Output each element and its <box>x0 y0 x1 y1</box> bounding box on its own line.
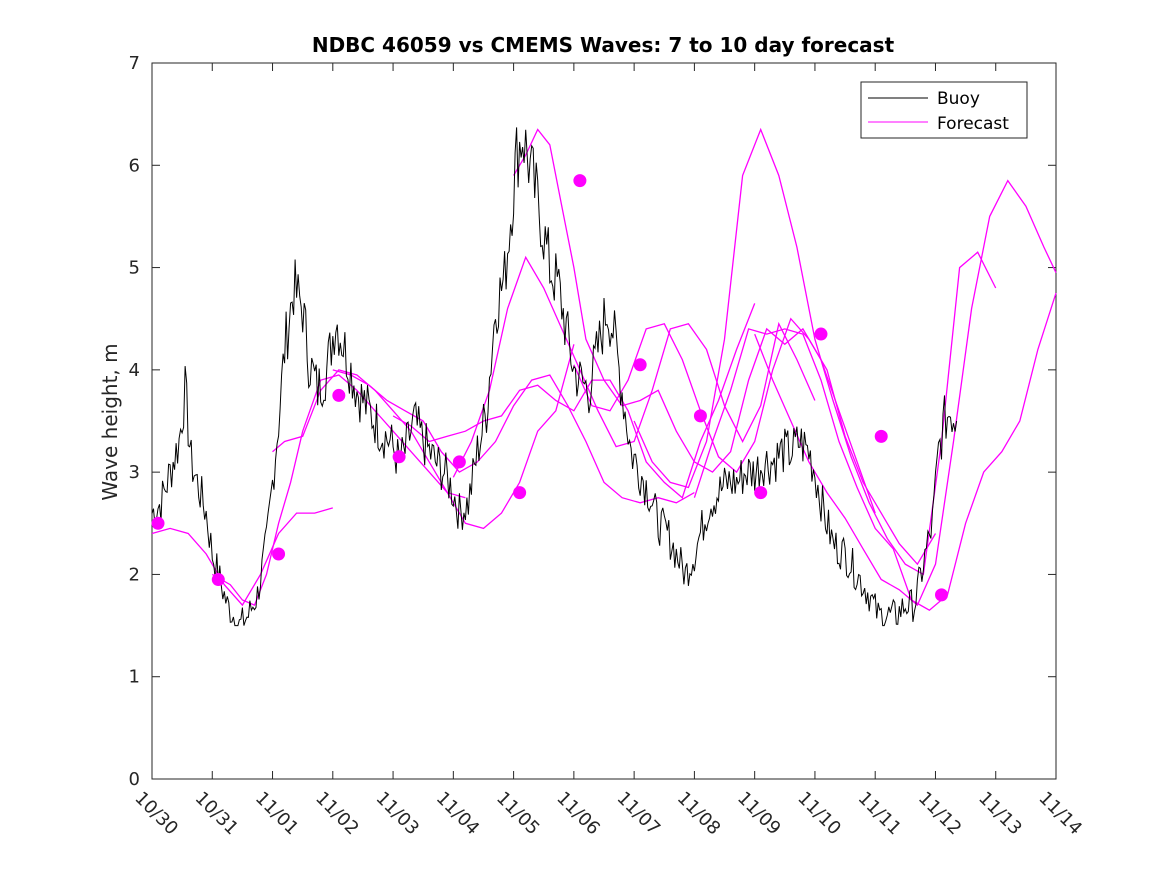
forecast-marker-10 <box>754 486 768 500</box>
forecast-marker-5 <box>452 455 466 469</box>
buoy-line <box>151 127 958 627</box>
y-tick-label: 1 <box>129 667 140 688</box>
forecast-line-9 <box>693 292 1057 611</box>
forecast-marker-8 <box>633 358 647 372</box>
forecast-marker-13 <box>934 588 948 602</box>
x-tick-label: 11/14 <box>1034 788 1086 840</box>
y-tick-label: 4 <box>129 360 140 381</box>
x-tick-label: 11/12 <box>914 788 966 840</box>
y-tick-label: 5 <box>129 258 140 279</box>
x-tick-label: 11/01 <box>251 788 303 840</box>
x-tick-label: 11/03 <box>372 788 424 840</box>
y-tick-label: 7 <box>129 53 140 74</box>
forecast-marker-4 <box>392 450 406 464</box>
forecast-marker-2 <box>272 547 286 561</box>
x-tick-label: 11/13 <box>974 788 1026 840</box>
legend-box <box>860 81 1028 139</box>
forecast-marker-12 <box>874 429 888 443</box>
forecast-line-10 <box>754 179 1057 607</box>
axes-frame <box>151 62 1057 780</box>
forecast-line-5 <box>452 255 816 478</box>
x-tick-label: 11/11 <box>854 788 906 840</box>
x-tick-label: 11/07 <box>613 788 665 840</box>
x-tick-label: 10/30 <box>130 788 182 840</box>
forecast-line-4 <box>392 303 756 499</box>
y-tick-label: 0 <box>129 769 140 790</box>
x-tick-label: 11/05 <box>492 788 544 840</box>
forecast-line-3 <box>332 369 695 504</box>
y-tick-label: 2 <box>129 564 140 585</box>
x-tick-label: 11/09 <box>733 788 785 840</box>
x-tick-label: 11/04 <box>432 788 484 840</box>
forecast-line-1 <box>211 374 466 606</box>
chart-title: NDBC 46059 vs CMEMS Waves: 7 to 10 day f… <box>312 33 895 57</box>
legend: Buoy Forecast <box>860 81 1028 139</box>
x-tick-label: 11/08 <box>673 788 725 840</box>
forecast-marker-0 <box>151 516 165 530</box>
forecast-marker-3 <box>332 388 346 402</box>
y-axis-label: Wave height, m <box>98 343 122 500</box>
forecast-marker-9 <box>693 409 707 423</box>
legend-forecast-label: Forecast <box>937 114 1009 134</box>
forecast-line-8 <box>633 127 997 576</box>
legend-buoy-label: Buoy <box>937 89 980 109</box>
x-tick-label: 11/10 <box>793 788 845 840</box>
forecast-line-0 <box>151 507 333 607</box>
y-tick-label: 3 <box>129 462 140 483</box>
y-tick-label: 6 <box>129 155 140 176</box>
forecast-marker-11 <box>814 327 828 341</box>
forecast-marker-6 <box>513 486 527 500</box>
x-tick-label: 11/02 <box>311 788 363 840</box>
forecast-marker-7 <box>573 174 587 188</box>
forecast-marker-1 <box>211 573 225 587</box>
x-tick-label: 10/31 <box>191 788 243 840</box>
x-tick-label: 11/06 <box>552 788 604 840</box>
